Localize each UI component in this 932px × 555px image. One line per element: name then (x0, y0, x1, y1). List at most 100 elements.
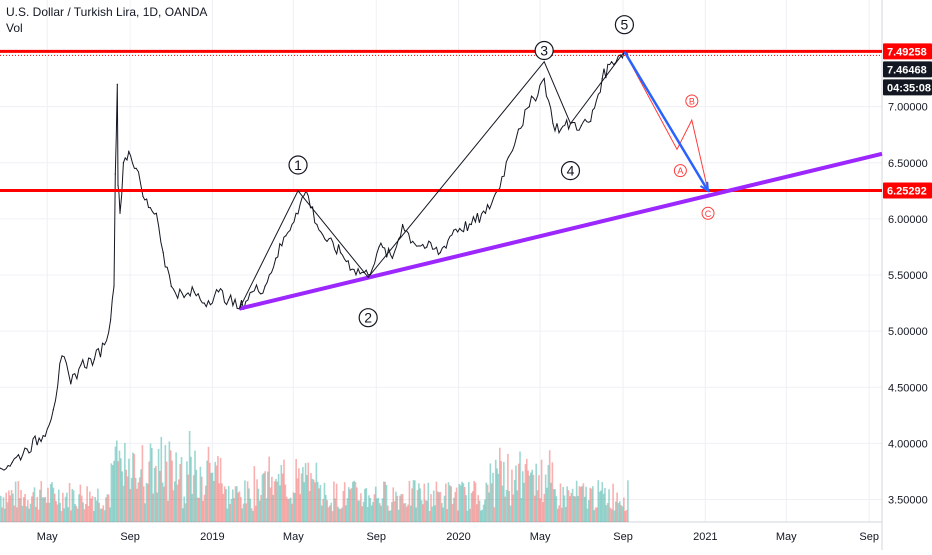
volume-bar (72, 490, 75, 522)
volume-bar (455, 487, 458, 522)
y-tick-label: 4.00000 (888, 438, 928, 450)
volume-bar (289, 497, 292, 522)
price-point (114, 173, 116, 175)
price-point (552, 122, 554, 125)
volume-bar (122, 485, 125, 522)
y-tick-label: 4.50000 (888, 382, 928, 394)
volume-bar (39, 489, 41, 522)
volume-bar (345, 505, 347, 522)
price-point (353, 268, 355, 271)
price-label-box (883, 182, 932, 199)
volume-bar (407, 504, 409, 522)
price-point (119, 212, 121, 214)
volume-bar (497, 473, 500, 522)
volume-bar (516, 490, 519, 522)
x-tick-label: Sep (859, 531, 879, 543)
volume-bar (500, 461, 502, 522)
wave-label-3: 3 (534, 40, 554, 61)
volume-bar (21, 505, 24, 522)
volume-bar (561, 507, 563, 522)
volume-bars (0, 430, 629, 522)
volume-bar (520, 497, 523, 522)
volume-bar (368, 495, 370, 522)
volume-bar (322, 499, 324, 522)
volume-bar (528, 475, 531, 522)
volume-bar (427, 482, 430, 522)
volume-bar (110, 463, 113, 522)
price-point (113, 285, 115, 287)
volume-bar (75, 505, 78, 522)
price-point (42, 434, 44, 437)
price-point (103, 344, 106, 346)
price-point (117, 184, 119, 186)
price-point (560, 128, 562, 130)
volume-bar (294, 493, 296, 522)
volume-bar (376, 498, 378, 522)
volume-bar (608, 489, 610, 522)
volume-bar (18, 497, 21, 522)
volume-bar (341, 507, 343, 522)
volume-bar (62, 492, 64, 522)
volume-bar (117, 461, 119, 522)
volume-bar (534, 495, 536, 522)
volume-bar (241, 508, 244, 522)
volume-bar (470, 493, 473, 522)
price-point (378, 246, 380, 248)
price-point (316, 223, 318, 226)
volume-bar (583, 496, 586, 522)
volume-bar (295, 458, 297, 522)
volume-bar (453, 497, 455, 522)
volume-bar (614, 501, 617, 522)
volume-bar (589, 487, 591, 522)
volume-bar (542, 502, 544, 522)
volume-bar (381, 498, 384, 522)
symbol-label[interactable]: U.S. Dollar / Turkish Lira, 1D, OANDA (6, 5, 208, 19)
price-label-box (883, 43, 932, 60)
volume-bar (107, 494, 110, 522)
volume-bar (169, 450, 172, 522)
volume-bar (356, 487, 358, 522)
price-point (426, 246, 428, 248)
volume-bar (604, 488, 606, 522)
price-point (116, 83, 118, 85)
volume-bar (333, 481, 335, 522)
volume-bar (422, 504, 424, 522)
volume-bar (565, 507, 567, 522)
volume-bar (570, 493, 573, 522)
volume-bar (296, 478, 299, 522)
price-point (227, 299, 230, 301)
volume-bar (478, 500, 481, 522)
volume-bar (343, 482, 346, 522)
volume-bar (199, 466, 202, 522)
volume-bar (165, 461, 168, 522)
volume-bar (600, 490, 602, 522)
volume-bar (319, 484, 322, 522)
price-point (580, 125, 582, 127)
volume-bar (509, 505, 512, 522)
volume-label[interactable]: Vol (6, 21, 23, 35)
volume-bar (347, 487, 350, 522)
volume-bar (272, 494, 275, 522)
volume-bar (423, 483, 426, 522)
volume-bar (562, 487, 564, 522)
volume-bar (283, 459, 285, 522)
volume-bar (358, 500, 361, 522)
volume-bar (532, 474, 535, 522)
volume-bar (374, 486, 377, 522)
volume-bar (226, 508, 229, 522)
volume-bar (432, 490, 435, 522)
price-point (142, 195, 144, 198)
volume-bar (606, 503, 609, 522)
price-point (155, 212, 158, 214)
volume-bar (490, 483, 493, 522)
volume-bar (198, 497, 200, 522)
volume-bar (134, 477, 137, 522)
volume-bar (168, 441, 171, 522)
volume-bar (13, 505, 16, 522)
x-tick-label: 2019 (200, 531, 224, 543)
volume-bar (361, 506, 364, 522)
volume-bar (334, 498, 337, 522)
volume-bar (17, 481, 20, 522)
